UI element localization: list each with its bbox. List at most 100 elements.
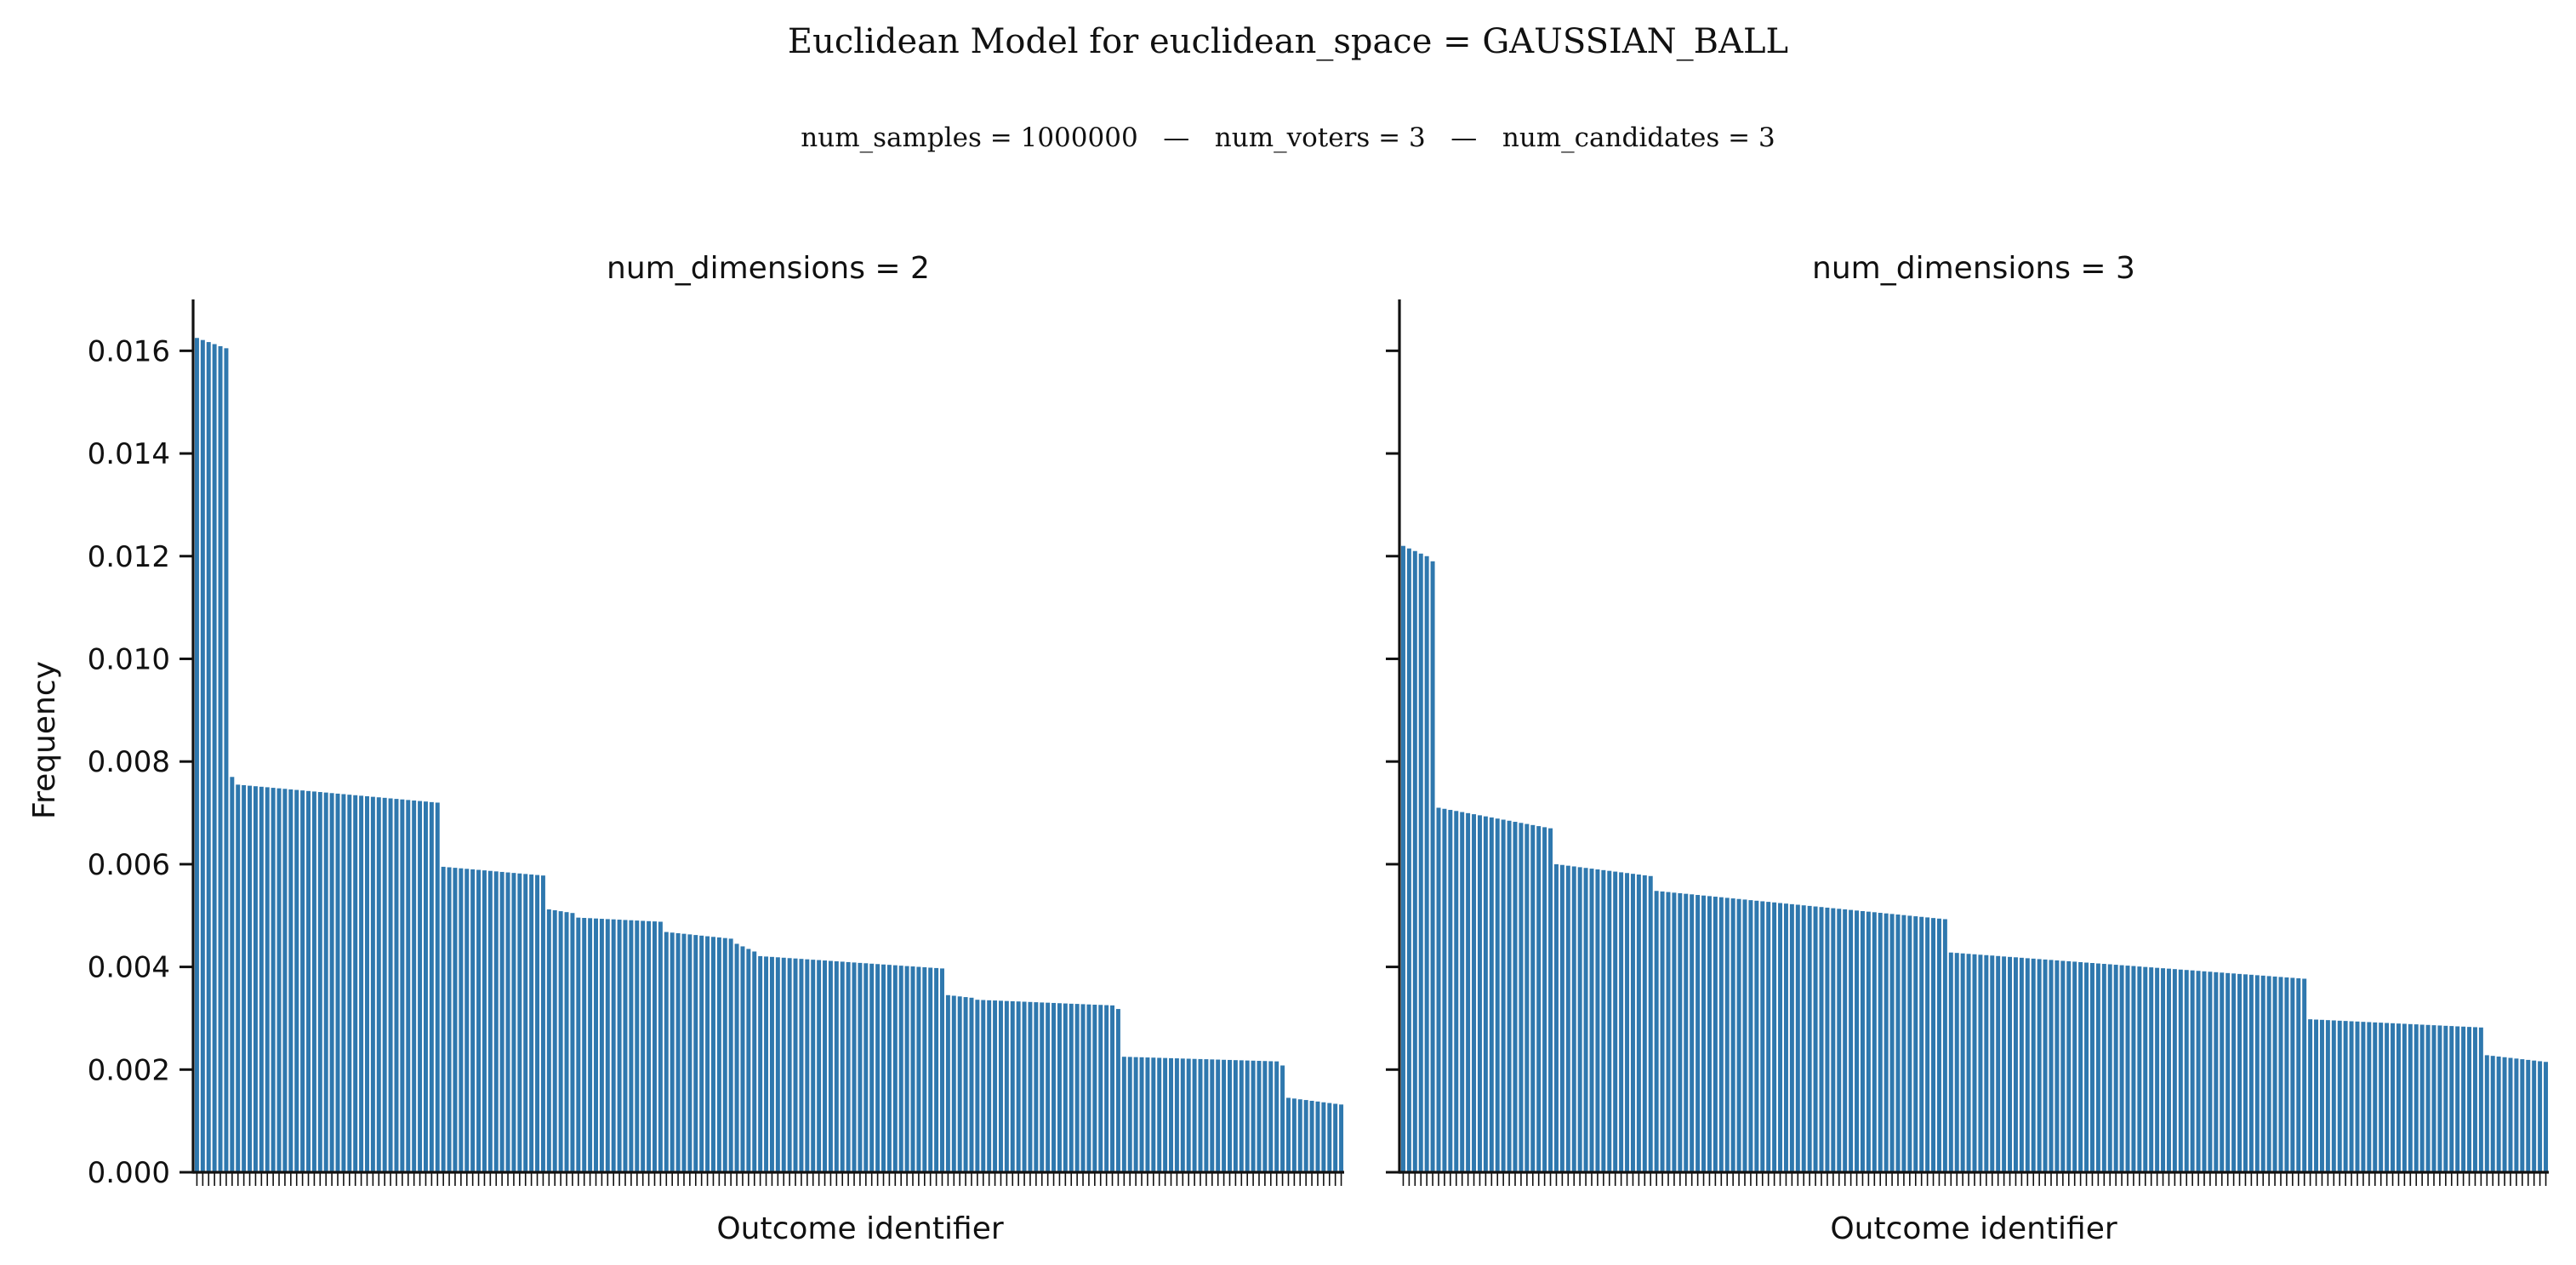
bar — [1204, 1059, 1209, 1172]
bar — [963, 997, 968, 1172]
bar — [206, 342, 211, 1173]
bar — [1724, 897, 1730, 1172]
bar — [1843, 909, 1848, 1172]
bar — [1210, 1059, 1215, 1172]
bar — [311, 791, 316, 1172]
bar — [1837, 909, 1842, 1172]
bar — [552, 910, 557, 1172]
y-tick-label: 0.014 — [88, 437, 170, 471]
bar — [1648, 875, 1653, 1172]
bar — [1339, 1104, 1344, 1172]
bar — [1495, 818, 1500, 1172]
bar — [1046, 1002, 1051, 1172]
bar — [582, 918, 587, 1172]
bar — [605, 919, 610, 1172]
bar — [998, 1000, 1003, 1172]
bar — [599, 919, 604, 1172]
bar — [2419, 1024, 2425, 1172]
bar — [535, 875, 540, 1172]
bar — [1966, 954, 1971, 1172]
bar — [1678, 892, 1683, 1172]
bar — [1186, 1058, 1191, 1172]
bar — [758, 955, 763, 1172]
bar — [1040, 1002, 1045, 1172]
bar — [2331, 1020, 2336, 1172]
bar — [2490, 1056, 2495, 1172]
bar — [916, 966, 921, 1172]
bar — [1400, 545, 1405, 1172]
bar — [1707, 896, 1712, 1172]
bar — [517, 873, 522, 1172]
bar — [1625, 873, 1630, 1172]
bar — [1010, 1000, 1015, 1172]
bar — [892, 965, 898, 1172]
bar — [2231, 973, 2237, 1172]
bar — [1690, 894, 1695, 1172]
bar — [2408, 1023, 2413, 1172]
bar — [1601, 869, 1606, 1172]
bar — [1460, 812, 1465, 1172]
bar — [487, 870, 493, 1172]
bar — [2220, 972, 2225, 1172]
x-axis-label: Outcome identifier — [1830, 1211, 2117, 1246]
bar — [335, 793, 340, 1172]
bar — [1855, 910, 1860, 1172]
bars — [194, 338, 1344, 1173]
bar — [558, 911, 563, 1172]
bar — [2155, 967, 2160, 1172]
bar — [2361, 1022, 2366, 1172]
bar — [2107, 964, 2112, 1172]
bar — [828, 960, 833, 1172]
bar — [1559, 864, 1564, 1172]
bar — [224, 348, 229, 1173]
bar — [945, 994, 950, 1172]
bar — [505, 872, 510, 1172]
bar — [2248, 974, 2254, 1172]
bar — [400, 799, 405, 1172]
y-tick-label: 0.012 — [88, 540, 170, 574]
bar — [1315, 1101, 1320, 1172]
bar — [370, 796, 375, 1172]
bar — [910, 966, 915, 1172]
bar — [248, 785, 253, 1172]
panel-dim-3: num_dimensions = 3 Outcome identifier — [1386, 251, 2549, 1246]
bar — [365, 795, 369, 1172]
bar — [1878, 913, 1883, 1172]
bar — [951, 995, 956, 1172]
bar — [1642, 875, 1647, 1172]
bar — [2237, 973, 2243, 1172]
bar — [212, 344, 217, 1172]
bar — [728, 938, 733, 1172]
bar — [1145, 1057, 1150, 1172]
bar — [2290, 977, 2295, 1172]
bar — [418, 801, 423, 1172]
bar — [2496, 1056, 2501, 1172]
bar — [863, 963, 869, 1172]
bar — [300, 790, 305, 1172]
bar — [1321, 1102, 1326, 1172]
bar — [447, 867, 452, 1172]
bar — [1948, 952, 1953, 1172]
bar — [1766, 902, 1771, 1172]
bar — [306, 790, 311, 1172]
bar — [1801, 905, 1806, 1172]
bar — [482, 870, 487, 1172]
bar — [2379, 1023, 2384, 1172]
bar — [1795, 904, 1800, 1172]
bar — [493, 871, 499, 1172]
bar — [242, 784, 247, 1172]
bar — [1151, 1057, 1156, 1172]
bar — [1919, 916, 1924, 1172]
bar — [2532, 1060, 2537, 1172]
bar — [687, 934, 692, 1172]
bar — [1913, 916, 1918, 1172]
bar — [1501, 819, 1506, 1172]
bar — [769, 956, 774, 1172]
bar — [957, 996, 962, 1172]
bar — [1542, 827, 1547, 1172]
bar — [1889, 914, 1895, 1172]
bar — [1942, 919, 1947, 1172]
bar — [2443, 1025, 2448, 1172]
bar — [817, 960, 822, 1172]
bar — [2078, 961, 2083, 1172]
